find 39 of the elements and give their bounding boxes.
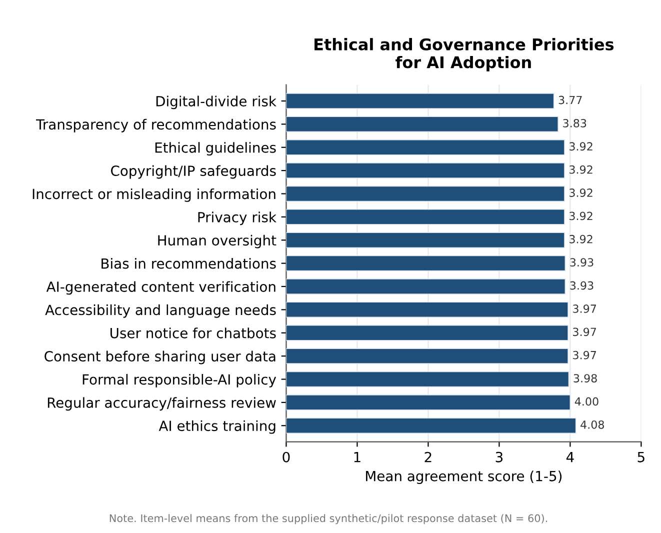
data-label: 3.97 — [573, 328, 596, 336]
x-tick-label: 4 — [566, 452, 574, 462]
x-tick-label: 5 — [638, 452, 644, 462]
data-label: 3.77 — [558, 96, 582, 104]
x-tick-label: 3 — [496, 452, 502, 462]
data-label: 3.83 — [563, 118, 586, 128]
data-label: 3.97 — [573, 304, 596, 313]
x-axis-title: Mean agreement score (1-5) — [366, 470, 562, 484]
data-label: 4.08 — [580, 420, 604, 429]
y-tick-label: Bias in recommendations — [102, 258, 276, 269]
x-tick-label: 2 — [424, 452, 432, 462]
data-label: 3.92 — [570, 234, 592, 244]
y-tick-label: AI-generated content verification — [46, 281, 276, 295]
data-label: 3.98 — [574, 374, 597, 382]
chart-title: Ethical and Governance Priorities for AI Adoption — [314, 38, 614, 72]
data-label: 3.93 — [570, 258, 594, 267]
y-tick-label: Copyright/IP safeguards — [111, 165, 276, 179]
y-tick-label: Human oversight — [158, 234, 276, 248]
y-tick-label: User notice for chatbots — [110, 328, 276, 338]
y-tick-label: Digital-divide risk — [156, 96, 276, 110]
data-label: 3.92 — [570, 188, 592, 197]
y-tick-label: Privacy risk — [198, 212, 276, 226]
x-tick-label: 0 — [282, 452, 290, 462]
y-tick-label: Consent before sharing user data — [44, 350, 276, 364]
data-label: 4.00 — [574, 397, 598, 406]
y-tick-label: Transparency of recommendations — [36, 118, 276, 132]
data-label: 3.92 — [570, 142, 592, 151]
y-tick-label: Formal responsible-AI policy — [82, 374, 276, 388]
y-tick-label: Regular accuracy/fairness review — [48, 397, 276, 411]
x-tick-label: 1 — [354, 452, 360, 462]
y-tick-label: Incorrect or misleading information — [32, 188, 276, 202]
data-label: 3.93 — [570, 281, 594, 290]
y-tick-label: Accessibility and language needs — [45, 304, 276, 318]
y-tick-label: Ethical guidelines — [155, 142, 276, 156]
data-label: 3.97 — [573, 350, 596, 360]
data-label: 3.92 — [570, 212, 592, 220]
text: Note. Item-level means from the supplied synthetic/pilot response dataset (N = 60). — [110, 514, 548, 524]
data-label: 3.92 — [570, 165, 592, 174]
y-tick-label: AI ethics training — [158, 420, 276, 434]
